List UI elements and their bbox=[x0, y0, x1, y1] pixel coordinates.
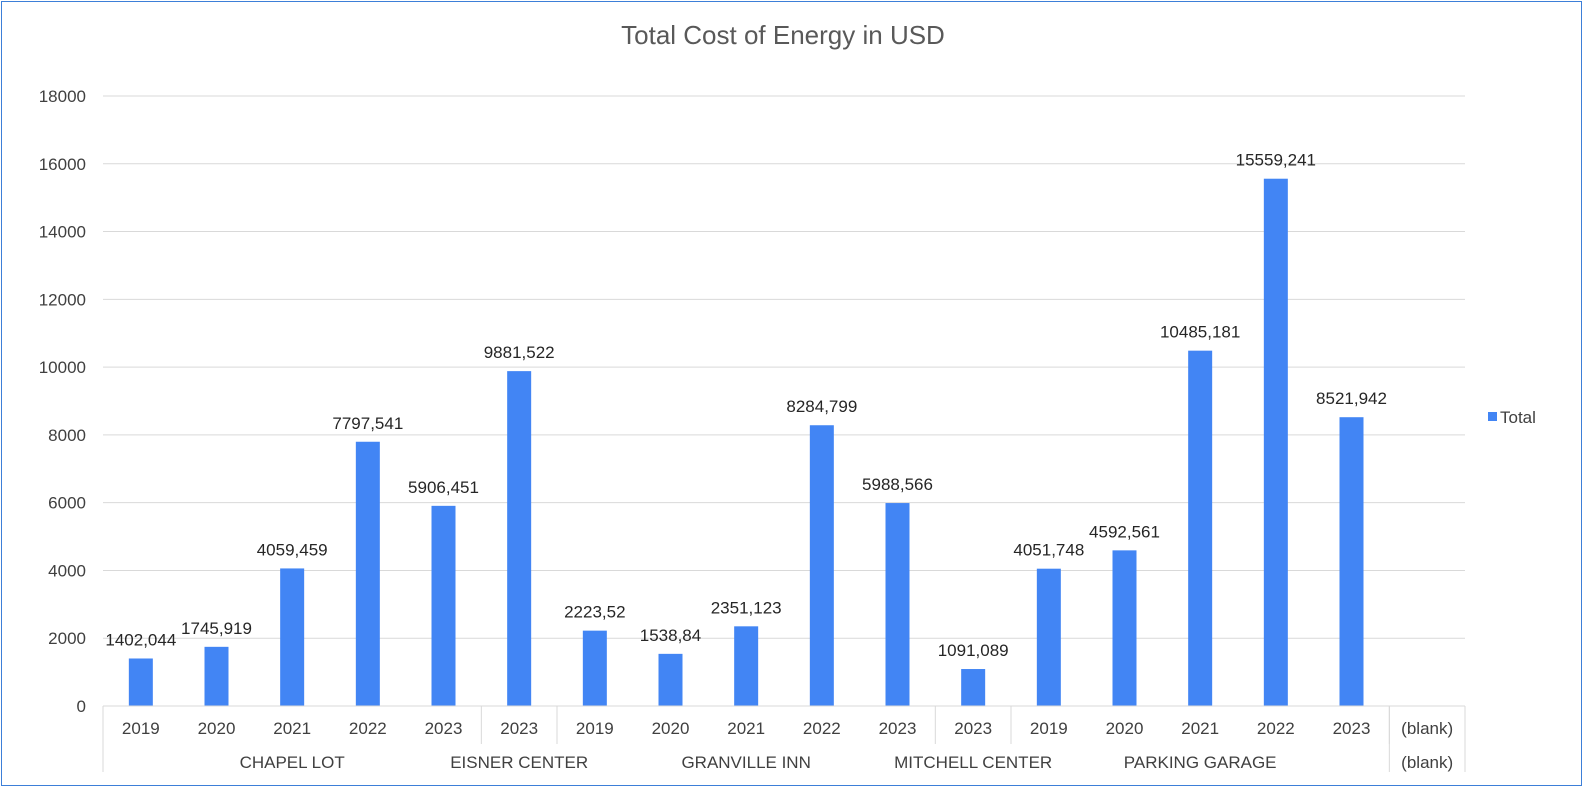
legend-label-total: Total bbox=[1500, 408, 1536, 427]
data-label: 1538,84 bbox=[640, 626, 701, 645]
data-labels: 1402,044 1745,919 4059,459 7797,541 5906,451… bbox=[105, 151, 1387, 660]
bar bbox=[582, 630, 607, 706]
bar bbox=[885, 503, 910, 706]
x-tick-year: 2022 bbox=[349, 719, 387, 738]
y-tick-label: 4000 bbox=[48, 561, 86, 580]
bar bbox=[1112, 550, 1137, 706]
x-tick-year: 2023 bbox=[425, 719, 463, 738]
x-group-label: GRANVILLE INN bbox=[681, 753, 810, 772]
bar bbox=[507, 371, 532, 706]
bars bbox=[128, 178, 1364, 707]
data-label: 9881,522 bbox=[484, 343, 555, 362]
bar bbox=[280, 568, 305, 706]
x-group-label: (blank) bbox=[1401, 753, 1453, 772]
x-tick-year: 2022 bbox=[803, 719, 841, 738]
x-tick-year: 2019 bbox=[1030, 719, 1068, 738]
x-tick-year: 2023 bbox=[500, 719, 538, 738]
data-label: 1745,919 bbox=[181, 619, 252, 638]
legend: Total bbox=[1488, 408, 1536, 427]
bar bbox=[128, 658, 153, 706]
y-tick-label: 16000 bbox=[39, 155, 86, 174]
y-tick-label: 6000 bbox=[48, 494, 86, 513]
x-group-label: EISNER CENTER bbox=[450, 753, 588, 772]
data-label: 1091,089 bbox=[938, 641, 1009, 660]
x-group-label: PARKING GARAGE bbox=[1124, 753, 1277, 772]
chart-title: Total Cost of Energy in USD bbox=[621, 20, 945, 50]
x-tick-year: 2020 bbox=[1106, 719, 1144, 738]
y-tick-label: 12000 bbox=[39, 290, 86, 309]
y-tick-label: 14000 bbox=[39, 223, 86, 242]
y-tick-label: 18000 bbox=[39, 87, 86, 106]
x-tick-year: 2023 bbox=[954, 719, 992, 738]
bar bbox=[355, 441, 380, 706]
x-group-label: CHAPEL LOT bbox=[240, 753, 345, 772]
bar bbox=[1188, 350, 1213, 706]
x-tick-year: 2020 bbox=[198, 719, 236, 738]
x-tick-year: 2023 bbox=[879, 719, 917, 738]
data-label: 10485,181 bbox=[1160, 323, 1240, 342]
data-label: 2351,123 bbox=[711, 598, 782, 617]
y-tick-label: 10000 bbox=[39, 358, 86, 377]
y-axis: 0 2000 4000 6000 8000 10000 12000 14000 16000 180… bbox=[39, 87, 86, 716]
y-tick-label: 2000 bbox=[48, 629, 86, 648]
bar bbox=[431, 505, 456, 706]
x-tick-year: 2019 bbox=[576, 719, 614, 738]
data-label: 7797,541 bbox=[332, 414, 403, 433]
y-tick-label: 8000 bbox=[48, 426, 86, 445]
data-label: 4051,748 bbox=[1013, 541, 1084, 560]
x-group-label: MITCHELL CENTER bbox=[894, 753, 1052, 772]
bar bbox=[204, 646, 229, 706]
bar bbox=[1263, 178, 1288, 707]
x-axis: 2019 2020 2021 2022 2023 2023 2019 2020 2021 2022… bbox=[102, 705, 1466, 772]
bar bbox=[658, 653, 683, 706]
bar bbox=[809, 425, 834, 706]
bar bbox=[734, 626, 759, 706]
x-tick-year: 2023 bbox=[1333, 719, 1371, 738]
x-tick-year: 2022 bbox=[1257, 719, 1295, 738]
data-label: 5988,566 bbox=[862, 475, 933, 494]
legend-swatch-total bbox=[1488, 412, 1497, 421]
x-tick-year: 2020 bbox=[652, 719, 690, 738]
data-label: 2223,52 bbox=[564, 603, 625, 622]
bar bbox=[1036, 568, 1061, 706]
data-label: 1402,044 bbox=[105, 630, 176, 649]
x-tick-year: 2021 bbox=[1181, 719, 1219, 738]
data-label: 15559,241 bbox=[1236, 151, 1316, 170]
x-tick-year: 2021 bbox=[273, 719, 311, 738]
gridlines bbox=[103, 95, 1465, 639]
bar bbox=[1339, 417, 1364, 706]
data-label: 4059,459 bbox=[257, 540, 328, 559]
data-label: 8521,942 bbox=[1316, 389, 1387, 408]
data-label: 5906,451 bbox=[408, 478, 479, 497]
bar bbox=[961, 669, 986, 706]
data-label: 8284,799 bbox=[786, 397, 857, 416]
data-label: 4592,561 bbox=[1089, 522, 1160, 541]
y-tick-label: 0 bbox=[77, 697, 86, 716]
x-tick-year: 2019 bbox=[122, 719, 160, 738]
x-tick-year: 2021 bbox=[727, 719, 765, 738]
x-tick-year: (blank) bbox=[1401, 719, 1453, 738]
